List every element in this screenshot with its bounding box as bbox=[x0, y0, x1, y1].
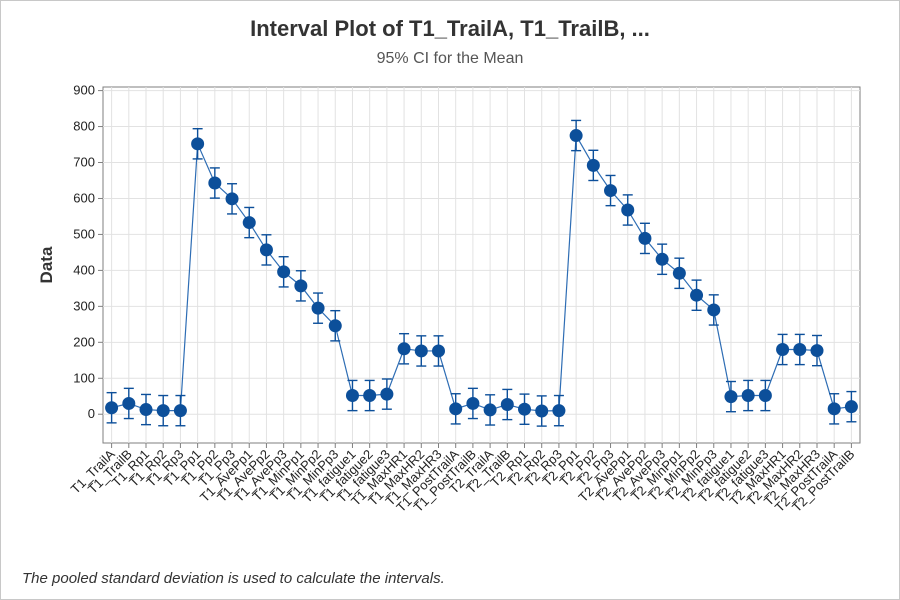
mean-point bbox=[345, 389, 359, 403]
mean-point bbox=[621, 203, 635, 217]
y-tick-label: 600 bbox=[73, 190, 95, 205]
mean-point bbox=[655, 252, 669, 266]
mean-point bbox=[277, 265, 291, 279]
y-axis-ticks: 0 100 200 300 400 500 600 700 800 900 bbox=[73, 83, 103, 421]
mean-point bbox=[569, 129, 583, 143]
mean-point bbox=[259, 243, 273, 257]
mean-point bbox=[449, 402, 463, 416]
chart-subtitle: 95% CI for the Mean bbox=[376, 50, 524, 67]
mean-point bbox=[810, 344, 824, 358]
chart-title: Interval Plot of T1_TrailA, T1_TrailB, .… bbox=[250, 16, 650, 41]
y-axis-label: Data bbox=[37, 246, 56, 283]
y-tick-label: 900 bbox=[73, 83, 95, 98]
mean-point bbox=[466, 396, 480, 410]
y-tick-label: 300 bbox=[73, 298, 95, 313]
mean-point bbox=[827, 402, 841, 416]
mean-point bbox=[311, 301, 325, 315]
mean-point bbox=[707, 303, 721, 317]
mean-points bbox=[105, 129, 858, 418]
mean-point bbox=[483, 403, 497, 417]
y-tick-label: 200 bbox=[73, 334, 95, 349]
mean-point bbox=[518, 402, 532, 416]
y-tick-label: 500 bbox=[73, 226, 95, 241]
mean-point bbox=[500, 398, 514, 412]
mean-point bbox=[552, 404, 566, 418]
mean-point bbox=[173, 404, 187, 418]
mean-point bbox=[122, 396, 136, 410]
mean-point bbox=[758, 389, 772, 403]
mean-point bbox=[690, 288, 704, 302]
y-tick-label: 700 bbox=[73, 155, 95, 170]
y-tick-label: 400 bbox=[73, 262, 95, 277]
mean-point bbox=[191, 137, 205, 151]
mean-point bbox=[139, 403, 153, 417]
mean-point bbox=[844, 400, 858, 414]
mean-point bbox=[431, 344, 445, 358]
mean-point bbox=[105, 401, 119, 415]
plot-area bbox=[102, 86, 861, 444]
y-tick-label: 0 bbox=[88, 406, 95, 421]
y-tick-label: 100 bbox=[73, 370, 95, 385]
mean-point bbox=[741, 389, 755, 403]
mean-point bbox=[638, 231, 652, 245]
mean-point bbox=[793, 343, 807, 357]
y-tick-label: 800 bbox=[73, 119, 95, 134]
mean-point bbox=[586, 158, 600, 172]
mean-point bbox=[156, 404, 170, 418]
footnote: The pooled standard deviation is used to… bbox=[22, 570, 445, 587]
mean-point bbox=[776, 343, 790, 357]
mean-point bbox=[363, 389, 377, 403]
mean-point bbox=[380, 387, 394, 401]
mean-point bbox=[225, 192, 239, 206]
mean-point bbox=[414, 344, 428, 358]
mean-point bbox=[242, 216, 256, 230]
x-axis-ticks: T1_TrailAT1_TrailBT1_Rp1T1_Rp2T1_Rp3T1_P… bbox=[68, 443, 858, 515]
mean-point bbox=[294, 279, 308, 293]
mean-point bbox=[672, 266, 686, 280]
mean-point bbox=[604, 184, 618, 198]
mean-point bbox=[328, 319, 342, 333]
mean-point bbox=[208, 176, 222, 190]
mean-point bbox=[397, 342, 411, 356]
mean-point bbox=[535, 404, 549, 418]
mean-point bbox=[724, 390, 738, 404]
